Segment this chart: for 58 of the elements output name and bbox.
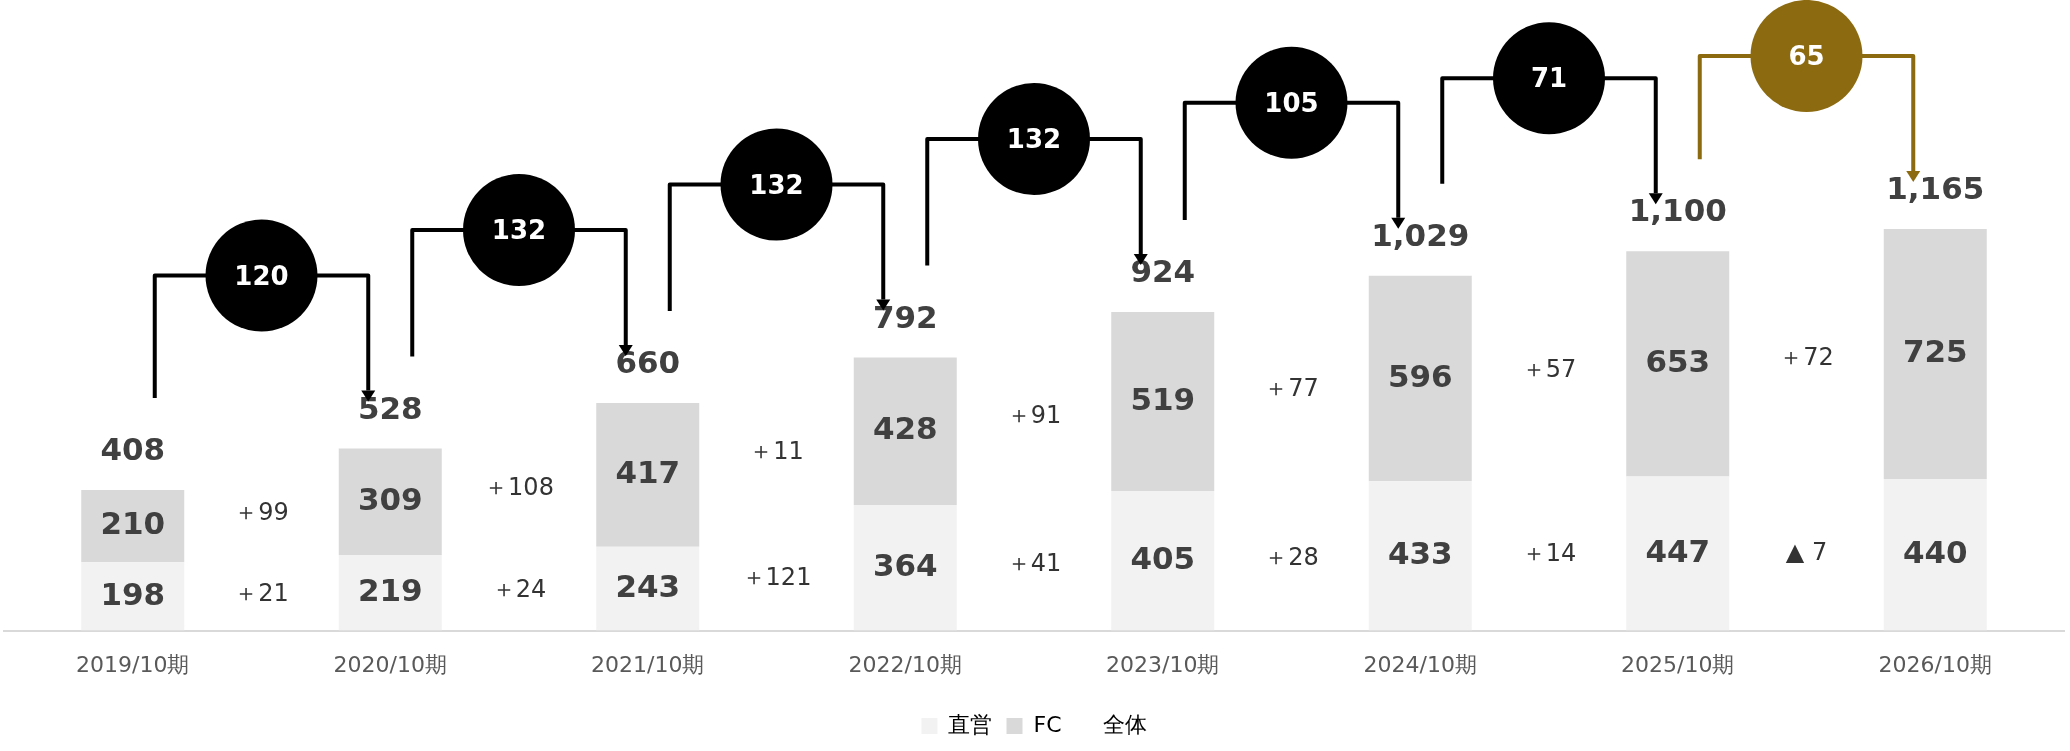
bar xyxy=(338,448,442,556)
data-label: 447 xyxy=(1645,532,1711,569)
x-tick-label: 2024/10期 xyxy=(1363,651,1477,677)
annotation: ▲ 7 xyxy=(1785,538,1828,567)
data-label: 405 xyxy=(1130,539,1196,576)
annotation: 132 xyxy=(491,215,547,246)
annotation: 120 xyxy=(234,260,289,291)
legend-label: FC xyxy=(1033,711,1062,737)
data-label: 309 xyxy=(357,480,423,517)
annotation: ＋91 xyxy=(1006,400,1062,429)
bar xyxy=(1368,481,1472,631)
data-label: 519 xyxy=(1130,380,1196,417)
bar xyxy=(1111,490,1215,631)
data-label: 243 xyxy=(615,567,681,604)
data-label: 433 xyxy=(1387,535,1453,571)
annotation: ＋121 xyxy=(741,562,812,591)
annotation: ＋28 xyxy=(1264,542,1319,571)
data-label: 428 xyxy=(872,410,938,447)
bar xyxy=(853,505,957,631)
data-label: 198 xyxy=(100,575,166,612)
bar xyxy=(1111,312,1215,491)
annotation: ＋72 xyxy=(1779,343,1834,372)
annotation: ＋41 xyxy=(1006,548,1062,577)
bar xyxy=(1883,478,1987,631)
bar xyxy=(338,555,442,631)
data-label: 219 xyxy=(357,571,423,608)
annotation: ＋14 xyxy=(1521,538,1577,567)
bar xyxy=(1626,476,1730,631)
text: 全体 xyxy=(1102,711,1147,737)
bar xyxy=(1626,251,1730,477)
bar xyxy=(1368,275,1472,482)
annotation: ＋21 xyxy=(234,578,289,607)
annotation: ＋24 xyxy=(491,575,547,604)
x-tick-label: 2025/10期 xyxy=(1621,651,1735,677)
annotation: ＋108 xyxy=(484,472,554,501)
bar xyxy=(853,357,957,506)
total-label: 408 xyxy=(100,430,166,467)
annotation: ＋99 xyxy=(234,498,289,527)
x-tick-label: 2021/10期 xyxy=(591,651,705,677)
legend-label: 直営 xyxy=(948,711,993,737)
data-label: 596 xyxy=(1387,357,1453,394)
bar xyxy=(1883,228,1987,479)
annotation: ＋57 xyxy=(1521,355,1577,384)
x-tick-label: 2026/10期 xyxy=(1878,651,1992,677)
data-label: 210 xyxy=(100,505,166,542)
annotation: ＋11 xyxy=(749,437,804,466)
bar xyxy=(596,403,700,547)
x-tick-label: 2019/10期 xyxy=(76,651,190,677)
data-label: 417 xyxy=(615,453,681,490)
x-tick-label: 2022/10期 xyxy=(848,651,962,677)
annotation: ＋77 xyxy=(1264,374,1319,403)
x-tick-label: 2020/10期 xyxy=(333,651,447,677)
data-label: 364 xyxy=(872,546,938,583)
data-label: 440 xyxy=(1902,533,1968,570)
x-tick-label: 2023/10期 xyxy=(1106,651,1220,677)
data-label: 653 xyxy=(1645,342,1711,379)
bar xyxy=(596,546,700,631)
data-label: 725 xyxy=(1902,332,1968,369)
